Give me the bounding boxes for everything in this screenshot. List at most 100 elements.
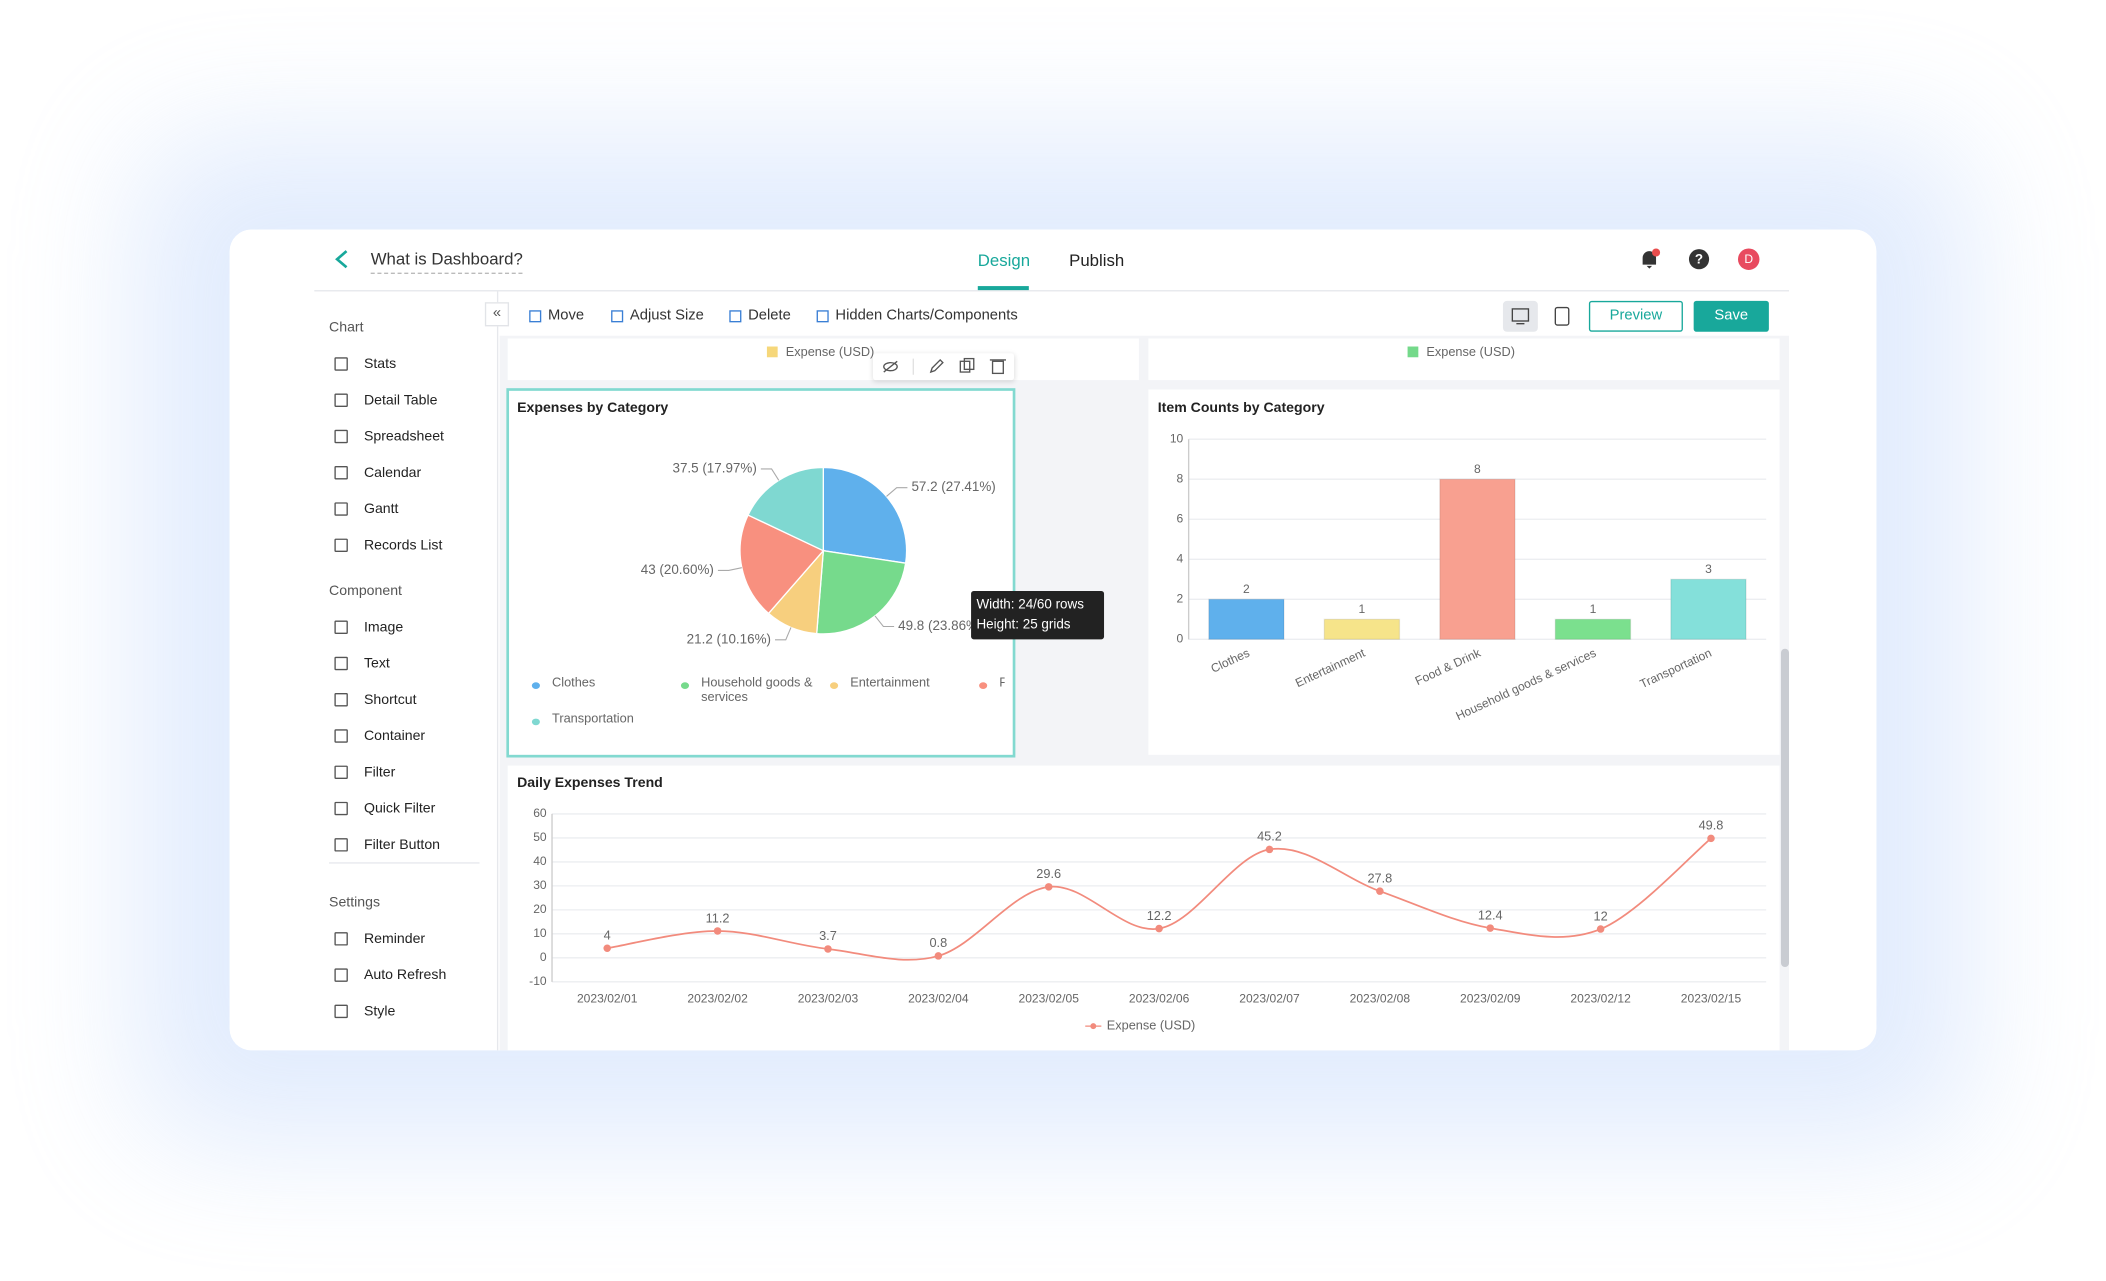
line-point [824, 945, 832, 953]
x-tick-label: Entertainment [1293, 645, 1368, 690]
sidebar-item[interactable]: Detail Table [329, 391, 483, 410]
x-tick-label: 2023/02/08 [1350, 991, 1411, 1005]
widget [507, 765, 1780, 1051]
item-label: Stats [363, 355, 397, 373]
x-tick-label: Transportation [1638, 646, 1714, 691]
legend-label: Food & Drink [999, 676, 1004, 691]
sidebar-item[interactable]: Spreadsheet [329, 427, 483, 446]
x-tick-label: 2023/02/15 [1681, 991, 1742, 1005]
sidebar-item[interactable]: Filter Button [329, 835, 483, 854]
sidebar-divider [329, 862, 480, 864]
item-icon [334, 968, 348, 982]
sidebar-item[interactable]: Stats [329, 355, 483, 374]
bar [1670, 578, 1747, 640]
sidebar-item[interactable]: Calendar [329, 463, 483, 482]
label-leader [717, 567, 742, 571]
legend-item[interactable]: Transportation [528, 712, 677, 736]
item-icon [334, 466, 348, 480]
point-label: 3.7 [819, 928, 837, 943]
sidebar-item[interactable]: Container [329, 727, 483, 746]
item-label: Calendar [363, 464, 422, 481]
sidebar-item[interactable]: Style [329, 1002, 483, 1021]
chart-title: Item Counts by Category [1158, 399, 1325, 415]
item-label: Spreadsheet [363, 428, 444, 445]
line-point [1707, 834, 1715, 843]
tab[interactable]: Publish [1069, 251, 1125, 270]
pie-legend: Clothes Household goods & services Enterta… [528, 676, 1005, 736]
sidebar-item[interactable]: Auto Refresh [329, 966, 483, 985]
legend-item[interactable]: Household goods & services [677, 676, 826, 712]
legend-swatch [1407, 346, 1419, 358]
device-tablet[interactable] [1549, 301, 1576, 332]
action-icon [729, 310, 742, 323]
save-button[interactable]: Save [1693, 300, 1769, 332]
legend-item[interactable]: Clothes [528, 676, 677, 712]
legend-item[interactable]: Entertainment [826, 676, 975, 712]
collapse-button[interactable]: « [484, 302, 510, 327]
item-icon [334, 429, 348, 444]
sidebar-item[interactable]: Quick Filter [329, 799, 483, 818]
legend-marker [531, 718, 540, 726]
label-leader [760, 468, 780, 481]
legend-label: Entertainment [850, 675, 930, 691]
line-point [1376, 887, 1384, 895]
sidebar-item[interactable]: Filter [329, 763, 483, 782]
y-tick-label: -10 [529, 974, 547, 988]
x-tick-label: 2023/02/04 [908, 991, 969, 1005]
toolbar-action[interactable]: Move [528, 306, 605, 326]
preview-button[interactable]: Preview [1588, 300, 1683, 332]
point-label: 29.6 [1036, 866, 1061, 881]
tab[interactable]: Design [977, 251, 1031, 270]
point-label: 4 [604, 928, 611, 943]
toolbar-action[interactable]: Delete [728, 306, 801, 326]
x-tick-label: Food & Drink [1413, 645, 1484, 688]
action-icon [529, 310, 542, 323]
item-icon [334, 765, 348, 780]
line-series [607, 837, 1712, 961]
point-label: 11.2 [706, 910, 730, 925]
action-icon [816, 310, 829, 323]
sidebar-item[interactable]: Records List [329, 536, 483, 555]
sidebar-item[interactable]: Gantt [329, 500, 483, 519]
tooltip-line: Width: 24/60 rows [976, 597, 1084, 613]
legend-marker [1090, 1023, 1097, 1030]
legend-item[interactable]: Food & Drink [975, 676, 1005, 712]
item-icon [334, 838, 348, 852]
pie-label: 43 (20.60%) [641, 562, 714, 577]
y-tick-label: 10 [533, 926, 547, 940]
legend-marker [531, 682, 540, 690]
line-point [1596, 925, 1605, 933]
y-tick-label: 0 [1177, 632, 1184, 646]
bar-value-label: 3 [1705, 562, 1712, 576]
toolbar-action[interactable]: Hidden Charts/Components [815, 306, 1018, 326]
dashboard-title[interactable]: What is Dashboard? [370, 250, 523, 274]
sidebar-item[interactable]: Shortcut [329, 690, 483, 709]
toolbar-action[interactable]: Adjust Size [610, 306, 707, 326]
avatar[interactable]: D [1737, 248, 1760, 270]
y-tick-label: 40 [533, 854, 547, 868]
scrollbar[interactable] [1780, 648, 1790, 968]
bell-icon[interactable] [1637, 247, 1661, 271]
point-label: 12 [1594, 908, 1608, 923]
sidebar-item[interactable]: Reminder [329, 929, 483, 948]
pie-label: 57.2 (27.41%) [911, 479, 995, 494]
widget-actions [873, 353, 1015, 381]
y-tick-label: 0 [540, 950, 547, 964]
legend-marker [830, 682, 839, 690]
point-label: 12.4 [1478, 907, 1503, 922]
legend-label: Clothes [552, 675, 596, 691]
point-label: 45.2 [1257, 829, 1282, 844]
back-icon[interactable] [332, 248, 353, 269]
line-point [713, 927, 722, 935]
y-tick-label: 20 [533, 902, 547, 916]
sidebar-item[interactable]: Text [329, 654, 483, 673]
x-tick-label: 2023/02/05 [1018, 991, 1079, 1005]
help-icon[interactable]: ? [1688, 248, 1710, 270]
legend-label: Household goods & services [701, 675, 813, 706]
tooltip-line: Height: 25 grids [976, 617, 1071, 633]
point-label: 27.8 [1367, 870, 1392, 885]
sidebar-item[interactable]: Image [329, 618, 483, 637]
device-desktop[interactable] [1502, 300, 1538, 332]
